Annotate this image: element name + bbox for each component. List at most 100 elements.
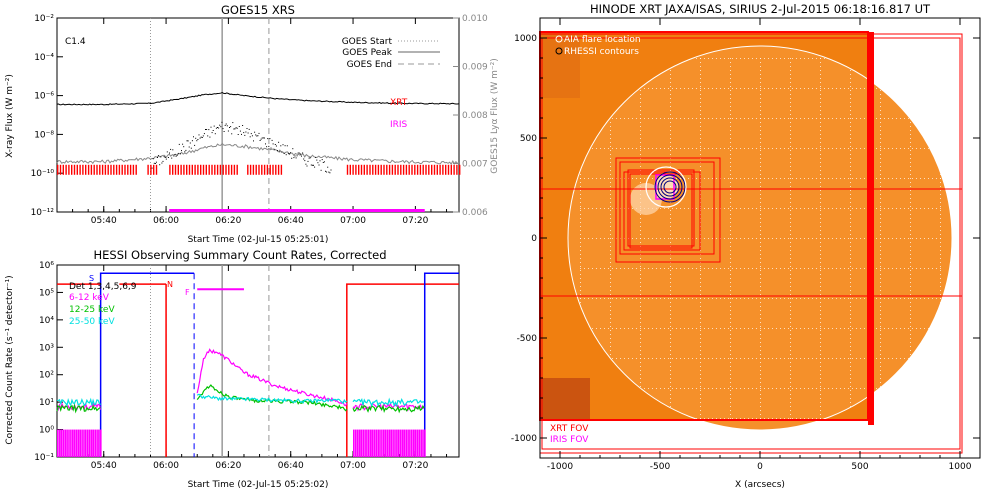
- grid-dot: [640, 310, 641, 311]
- grid-dot: [760, 58, 761, 59]
- grid-dot: [640, 258, 641, 259]
- grid-dot: [896, 148, 897, 149]
- xrt-fov-box: [627, 169, 695, 247]
- grid-dot: [784, 148, 785, 149]
- grid-dot: [820, 194, 821, 195]
- goes-lya-point: [190, 147, 192, 149]
- grid-dot: [700, 366, 701, 367]
- grid-dot: [784, 58, 785, 59]
- grid-dot: [756, 418, 757, 419]
- grid-dot: [850, 338, 851, 339]
- grid-dot: [850, 182, 851, 183]
- dark-corner-top: [540, 32, 580, 98]
- goes-xrt-marker: [104, 164, 107, 175]
- grid-dot: [850, 146, 851, 147]
- grid-dot: [728, 418, 729, 419]
- grid-dot: [792, 358, 793, 359]
- grid-dot: [908, 298, 909, 299]
- grid-dot: [850, 278, 851, 279]
- grid-dot: [730, 90, 731, 91]
- goes-lya-point: [175, 155, 177, 157]
- grid-dot: [910, 190, 911, 191]
- grid-dot: [784, 418, 785, 419]
- grid-dot: [700, 378, 701, 379]
- grid-dot: [812, 298, 813, 299]
- grid-dot: [730, 334, 731, 335]
- grid-dot: [812, 178, 813, 179]
- goes-lya-point: [293, 157, 295, 159]
- grid-dot: [850, 378, 851, 379]
- grid-dot: [580, 278, 581, 279]
- grid-dot: [850, 358, 851, 359]
- grid-dot: [804, 178, 805, 179]
- grid-dot: [888, 148, 889, 149]
- grid-dot: [696, 388, 697, 389]
- grid-dot: [760, 322, 761, 323]
- grid-dot: [760, 190, 761, 191]
- grid-dot: [624, 148, 625, 149]
- grid-dot: [700, 66, 701, 67]
- grid-dot: [730, 202, 731, 203]
- grid-dot: [728, 208, 729, 209]
- grid-dot: [760, 310, 761, 311]
- grid-dot: [832, 238, 833, 239]
- goes-xrt-marker: [191, 164, 193, 175]
- goes-xrt-marker: [132, 164, 135, 175]
- grid-dot: [820, 406, 821, 407]
- grid-dot: [880, 278, 881, 279]
- hessi-content: 05:40 06:00 06:20 06:40 07:00 07:2010⁻¹10⁰10¹…: [34, 261, 459, 471]
- grid-dot: [790, 282, 791, 283]
- grid-dot: [730, 138, 731, 139]
- grid-dot: [744, 268, 745, 269]
- grid-dot: [700, 58, 701, 59]
- grid-dot: [790, 158, 791, 159]
- grid-dot: [670, 406, 671, 407]
- grid-dot: [580, 174, 581, 175]
- grid-dot: [730, 354, 731, 355]
- grid-dot: [648, 358, 649, 359]
- grid-dot: [908, 118, 909, 119]
- grid-dot: [892, 178, 893, 179]
- grid-dot: [790, 414, 791, 415]
- grid-dot: [708, 148, 709, 149]
- grid-dot: [850, 166, 851, 167]
- grid-dot: [584, 178, 585, 179]
- goes-xrt-marker: [355, 164, 357, 175]
- grid-dot: [744, 238, 745, 239]
- grid-dot: [610, 226, 611, 227]
- goes-lya-point: [266, 146, 268, 148]
- grid-dot: [828, 178, 829, 179]
- goes-xrt-marker: [82, 164, 84, 175]
- grid-dot: [730, 198, 731, 199]
- grid-dot: [672, 358, 673, 359]
- goes-xrt-marker: [280, 164, 283, 175]
- grid-dot: [640, 234, 641, 235]
- grid-dot: [940, 198, 941, 199]
- grid-dot: [764, 88, 765, 89]
- grid-dot: [672, 88, 673, 89]
- grid-dot: [864, 88, 865, 89]
- grid-dot: [828, 148, 829, 149]
- grid-dot: [936, 268, 937, 269]
- grid-dot: [640, 146, 641, 147]
- grid-dot: [720, 88, 721, 89]
- goes-xrt-marker: [76, 164, 78, 175]
- grid-dot: [876, 388, 877, 389]
- grid-dot: [700, 114, 701, 115]
- grid-dot: [732, 238, 733, 239]
- grid-dot: [812, 58, 813, 59]
- grid-dot: [716, 418, 717, 419]
- grid-dot: [610, 258, 611, 259]
- grid-dot: [880, 274, 881, 275]
- goes-xrt-marker: [177, 164, 179, 175]
- grid-dot: [688, 178, 689, 179]
- grid-dot: [670, 306, 671, 307]
- grid-dot: [760, 342, 761, 343]
- grid-dot: [820, 208, 821, 209]
- grid-dot: [936, 298, 937, 299]
- grid-dot: [748, 388, 749, 389]
- grid-dot: [672, 298, 673, 299]
- hessi-decimation-bar: [98, 429, 100, 457]
- grid-dot: [730, 398, 731, 399]
- grid-dot: [836, 118, 837, 119]
